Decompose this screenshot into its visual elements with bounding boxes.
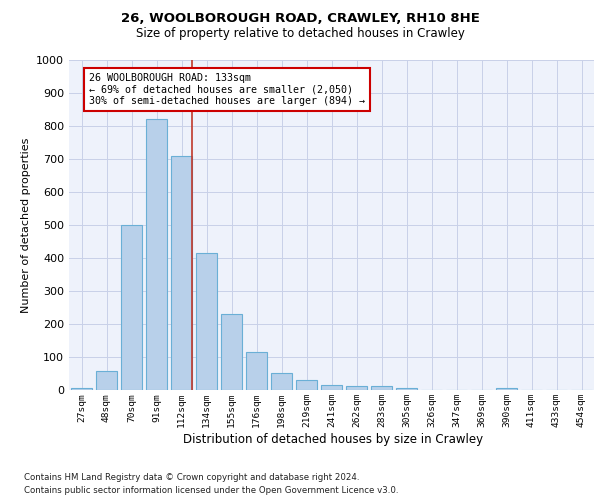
Bar	[246, 352, 267, 390]
Text: Contains HM Land Registry data © Crown copyright and database right 2024.: Contains HM Land Registry data © Crown c…	[24, 472, 359, 482]
Bar	[146, 120, 167, 390]
Text: 26, WOOLBOROUGH ROAD, CRAWLEY, RH10 8HE: 26, WOOLBOROUGH ROAD, CRAWLEY, RH10 8HE	[121, 12, 479, 26]
Bar	[396, 388, 417, 390]
Bar	[496, 388, 517, 390]
Bar	[196, 253, 217, 390]
Bar	[171, 156, 192, 390]
Bar	[296, 380, 317, 390]
Bar	[71, 388, 92, 390]
Y-axis label: Number of detached properties: Number of detached properties	[20, 138, 31, 312]
Bar	[221, 314, 242, 390]
Bar	[121, 225, 142, 390]
Bar	[321, 385, 342, 390]
Bar	[96, 371, 117, 390]
Text: 26 WOOLBOROUGH ROAD: 133sqm
← 69% of detached houses are smaller (2,050)
30% of : 26 WOOLBOROUGH ROAD: 133sqm ← 69% of det…	[89, 73, 365, 106]
Text: Contains public sector information licensed under the Open Government Licence v3: Contains public sector information licen…	[24, 486, 398, 495]
Bar	[271, 372, 292, 390]
Bar	[371, 386, 392, 390]
Text: Size of property relative to detached houses in Crawley: Size of property relative to detached ho…	[136, 28, 464, 40]
Text: Distribution of detached houses by size in Crawley: Distribution of detached houses by size …	[183, 432, 483, 446]
Bar	[346, 386, 367, 390]
